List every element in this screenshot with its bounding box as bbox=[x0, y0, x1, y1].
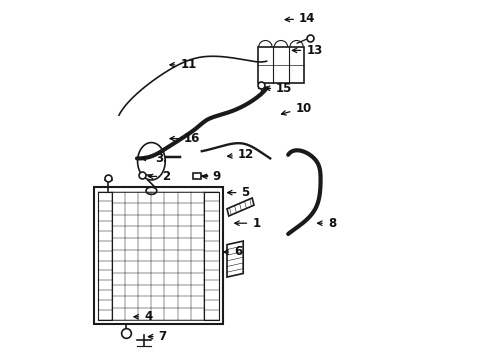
Text: 9: 9 bbox=[202, 170, 221, 183]
Text: 14: 14 bbox=[285, 12, 316, 25]
Text: 7: 7 bbox=[148, 330, 167, 343]
Text: 12: 12 bbox=[227, 148, 254, 161]
Text: 2: 2 bbox=[148, 170, 171, 183]
Text: 1: 1 bbox=[235, 217, 260, 230]
Bar bbox=[98, 192, 112, 320]
Bar bbox=[258, 47, 304, 83]
Bar bbox=[204, 192, 219, 320]
Bar bbox=[193, 173, 201, 179]
Bar bbox=[98, 192, 219, 320]
Text: 3: 3 bbox=[141, 152, 163, 165]
Text: 5: 5 bbox=[227, 186, 249, 199]
Text: 8: 8 bbox=[318, 217, 336, 230]
Text: 4: 4 bbox=[134, 310, 152, 323]
Text: 10: 10 bbox=[281, 102, 312, 115]
Bar bbox=[94, 187, 223, 324]
Text: 11: 11 bbox=[170, 58, 196, 71]
Text: 13: 13 bbox=[293, 44, 322, 57]
Text: 6: 6 bbox=[224, 246, 243, 258]
Text: 15: 15 bbox=[266, 82, 292, 95]
Text: 16: 16 bbox=[170, 132, 200, 145]
